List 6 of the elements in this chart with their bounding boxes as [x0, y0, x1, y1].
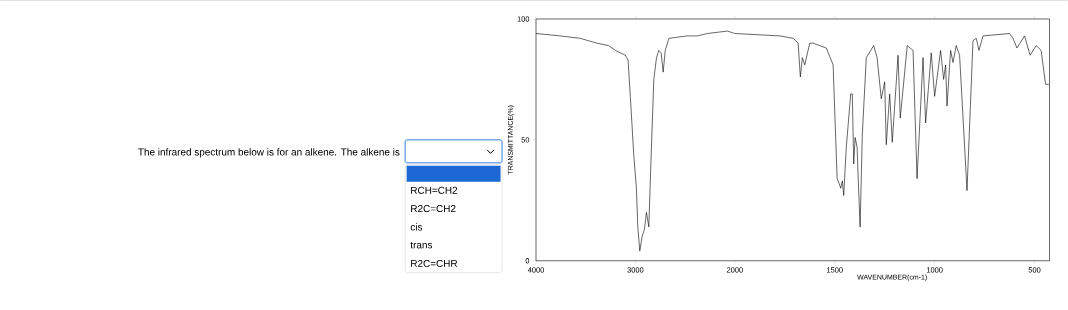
text: The infrared spectrum below is for an alkene. The alkene is	[138, 148, 400, 158]
text: cis	[410, 223, 423, 231]
text: R2C=CHR	[411, 260, 458, 268]
text: RCH=CH2	[411, 186, 458, 194]
text: R2C=CH2	[411, 205, 456, 213]
text: trans	[410, 242, 433, 249]
